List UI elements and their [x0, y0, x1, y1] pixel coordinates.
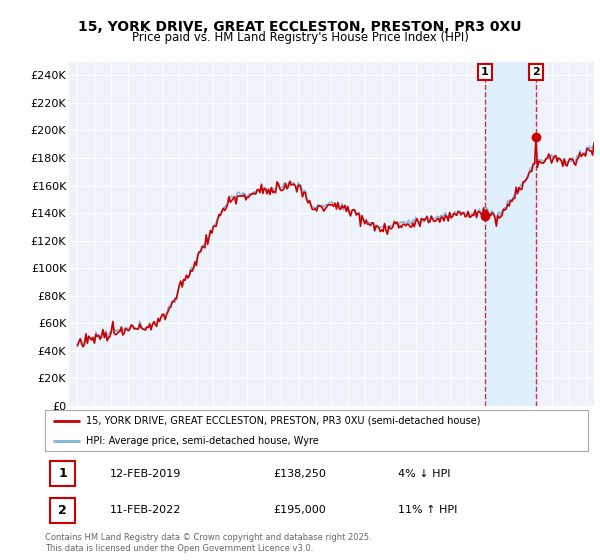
Text: £138,250: £138,250 [273, 469, 326, 479]
Text: 1: 1 [481, 67, 489, 77]
Text: 15, YORK DRIVE, GREAT ECCLESTON, PRESTON, PR3 0XU (semi-detached house): 15, YORK DRIVE, GREAT ECCLESTON, PRESTON… [86, 416, 480, 426]
Text: Price paid vs. HM Land Registry's House Price Index (HPI): Price paid vs. HM Land Registry's House … [131, 31, 469, 44]
Text: 15, YORK DRIVE, GREAT ECCLESTON, PRESTON, PR3 0XU: 15, YORK DRIVE, GREAT ECCLESTON, PRESTON… [78, 20, 522, 34]
FancyBboxPatch shape [50, 461, 75, 486]
Text: 2: 2 [58, 503, 67, 517]
Text: 1: 1 [58, 467, 67, 480]
Text: Contains HM Land Registry data © Crown copyright and database right 2025.
This d: Contains HM Land Registry data © Crown c… [45, 533, 371, 553]
FancyBboxPatch shape [50, 498, 75, 522]
Bar [485, 62, 536, 406]
Text: 4% ↓ HPI: 4% ↓ HPI [398, 469, 451, 479]
Text: 11-FEB-2022: 11-FEB-2022 [110, 505, 182, 515]
Text: 12-FEB-2019: 12-FEB-2019 [110, 469, 182, 479]
Text: HPI: Average price, semi-detached house, Wyre: HPI: Average price, semi-detached house,… [86, 436, 319, 446]
Text: 11% ↑ HPI: 11% ↑ HPI [398, 505, 457, 515]
Text: 2: 2 [532, 67, 540, 77]
Text: £195,000: £195,000 [273, 505, 326, 515]
